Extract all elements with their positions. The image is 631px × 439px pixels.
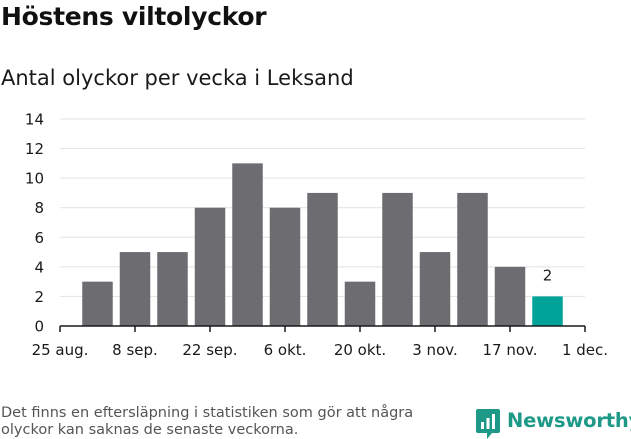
data-label: 2 xyxy=(543,266,553,284)
brand-logo[interactable]: Newsworthy xyxy=(476,409,631,439)
y-tick-label: 2 xyxy=(34,288,44,306)
x-tick-label: 22 sep. xyxy=(182,341,237,359)
footnote: Det finns en eftersläpning i statistiken… xyxy=(1,405,414,438)
y-tick-label: 0 xyxy=(34,318,44,336)
y-tick-label: 8 xyxy=(34,199,44,217)
bar-highlight xyxy=(532,296,563,326)
y-tick-label: 4 xyxy=(34,258,44,276)
bar xyxy=(194,207,226,326)
bar xyxy=(419,252,451,326)
bar xyxy=(457,192,488,326)
bar xyxy=(119,252,151,326)
chart-title: Höstens viltolyckor xyxy=(1,2,267,31)
bar xyxy=(157,252,188,326)
bars xyxy=(82,163,563,326)
y-tick-label: 10 xyxy=(25,170,44,188)
x-tick-label: 20 okt. xyxy=(334,341,386,359)
x-tick-label: 17 nov. xyxy=(482,341,537,359)
bar xyxy=(382,192,413,326)
y-tick-label: 12 xyxy=(25,140,44,158)
x-tick-label: 3 nov. xyxy=(412,341,457,359)
x-tick-label: 1 dec. xyxy=(562,341,608,359)
y-tick-label: 14 xyxy=(25,111,44,129)
y-tick-label: 6 xyxy=(34,229,44,247)
bar xyxy=(269,207,301,326)
bar xyxy=(344,281,376,326)
bar xyxy=(82,281,113,326)
y-axis-labels: 0 2 4 6 8 10 12 14 xyxy=(25,111,44,336)
brand-name: Newsworthy xyxy=(507,409,631,432)
x-tick-label: 8 sep. xyxy=(112,341,158,359)
data-labels: 2 xyxy=(543,266,553,284)
bar xyxy=(494,266,526,326)
bar xyxy=(307,192,338,326)
x-axis: 25 aug. 8 sep. 22 sep. 6 okt. 20 okt. 3 nov. 1… xyxy=(32,325,608,359)
newsworthy-logo-icon xyxy=(476,409,500,439)
x-tick-label: 25 aug. xyxy=(32,341,89,359)
x-tick-label: 6 okt. xyxy=(264,341,307,359)
bar xyxy=(232,163,263,326)
chart-subtitle: Antal olyckor per vecka i Leksand xyxy=(1,66,354,90)
